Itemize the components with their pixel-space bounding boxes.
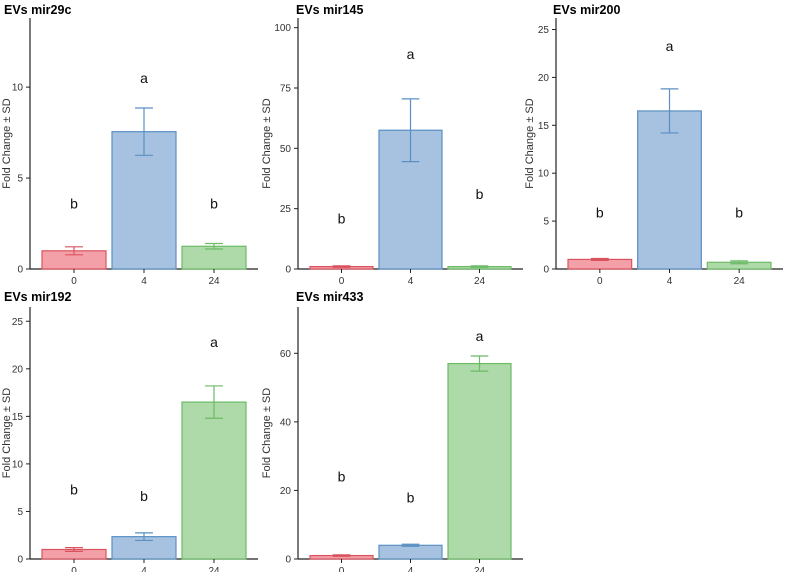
y-tick-label: 40: [280, 417, 292, 428]
y-tick-label: 25: [12, 317, 24, 328]
x-tick-label: 24: [208, 276, 220, 287]
y-tick-label: 5: [17, 507, 23, 518]
significance-label: b: [596, 204, 604, 220]
bar-24: [181, 401, 247, 560]
chart-title: EVs mir192: [4, 290, 71, 304]
y-axis-label: Fold Change ± SD: [1, 98, 13, 188]
y-tick-label: 0: [285, 265, 291, 276]
chart-panel: EVs mir192 Fold Change ± SD 0 5 10 15 20 25 b 0 b 4…: [1, 290, 258, 572]
y-axis-label: Fold Change ± SD: [524, 98, 536, 188]
y-tick-label: 0: [285, 555, 291, 566]
y-tick-label: 20: [538, 73, 550, 84]
y-tick-label: 100: [274, 23, 291, 34]
significance-label: a: [476, 328, 484, 344]
chart-panel: EVs mir433 Fold Change ± SD 0 20 40 60 b 0 b 4 a 24: [261, 290, 523, 572]
y-tick-label: 25: [280, 204, 292, 215]
chart-title: EVs mir200: [553, 3, 620, 17]
significance-label: b: [476, 186, 484, 202]
x-tick-label: 4: [408, 276, 414, 287]
x-tick-label: 24: [474, 566, 486, 572]
x-tick-label: 4: [408, 566, 414, 572]
y-tick-label: 10: [538, 169, 550, 180]
significance-label: b: [338, 469, 346, 485]
y-axis-label: Fold Change ± SD: [1, 388, 13, 478]
chart-title: EVs mir433: [296, 290, 363, 304]
y-tick-label: 0: [543, 265, 549, 276]
y-axis-label: Fold Change ± SD: [261, 98, 273, 188]
significance-label: a: [407, 46, 415, 62]
x-tick-label: 24: [208, 566, 220, 572]
y-tick-label: 25: [538, 25, 550, 36]
bar-24: [181, 245, 247, 270]
chart-title: EVs mir145: [296, 3, 363, 17]
x-tick-label: 4: [667, 276, 673, 287]
y-tick-label: 20: [12, 364, 24, 375]
significance-label: b: [338, 210, 346, 226]
chart-panel: EVs mir145 Fold Change ± SD 0 25 50 75 100 b 0 a 4…: [261, 3, 523, 287]
significance-label: a: [666, 38, 674, 54]
x-tick-label: 24: [474, 276, 486, 287]
x-tick-label: 0: [71, 566, 77, 572]
significance-label: b: [140, 488, 148, 504]
significance-label: b: [70, 196, 78, 212]
chart-panel: EVs mir29c Fold Change ± SD 0 5 10 b 0 a 4 b 24: [1, 3, 258, 287]
y-tick-label: 5: [17, 174, 23, 185]
y-tick-label: 20: [280, 486, 292, 497]
x-tick-label: 4: [141, 276, 147, 287]
y-tick-label: 0: [17, 555, 23, 566]
y-tick-label: 60: [280, 349, 292, 360]
significance-label: b: [70, 482, 78, 498]
y-tick-label: 50: [280, 144, 292, 155]
bar-24: [447, 362, 512, 560]
x-tick-label: 0: [597, 276, 603, 287]
y-tick-label: 0: [17, 265, 23, 276]
chart-panel: EVs mir200 Fold Change ± SD 0 5 10 15 20 25 b 0 a 4…: [524, 3, 783, 287]
x-tick-label: 0: [339, 566, 345, 572]
significance-label: b: [210, 196, 218, 212]
significance-label: b: [407, 489, 415, 505]
bar-4: [378, 544, 443, 560]
x-tick-label: 0: [71, 276, 77, 287]
x-tick-label: 24: [734, 276, 746, 287]
y-tick-label: 5: [543, 217, 549, 228]
y-tick-label: 10: [12, 83, 24, 94]
y-tick-label: 10: [12, 459, 24, 470]
y-tick-label: 15: [12, 412, 24, 423]
y-axis-label: Fold Change ± SD: [261, 388, 273, 478]
x-tick-label: 0: [339, 276, 345, 287]
y-tick-label: 15: [538, 121, 550, 132]
y-tick-label: 75: [280, 83, 292, 94]
x-tick-label: 4: [141, 566, 147, 572]
significance-label: a: [140, 70, 148, 86]
significance-label: b: [735, 204, 743, 220]
bar-4: [637, 110, 702, 270]
significance-label: a: [210, 334, 218, 350]
chart-title: EVs mir29c: [4, 3, 71, 17]
